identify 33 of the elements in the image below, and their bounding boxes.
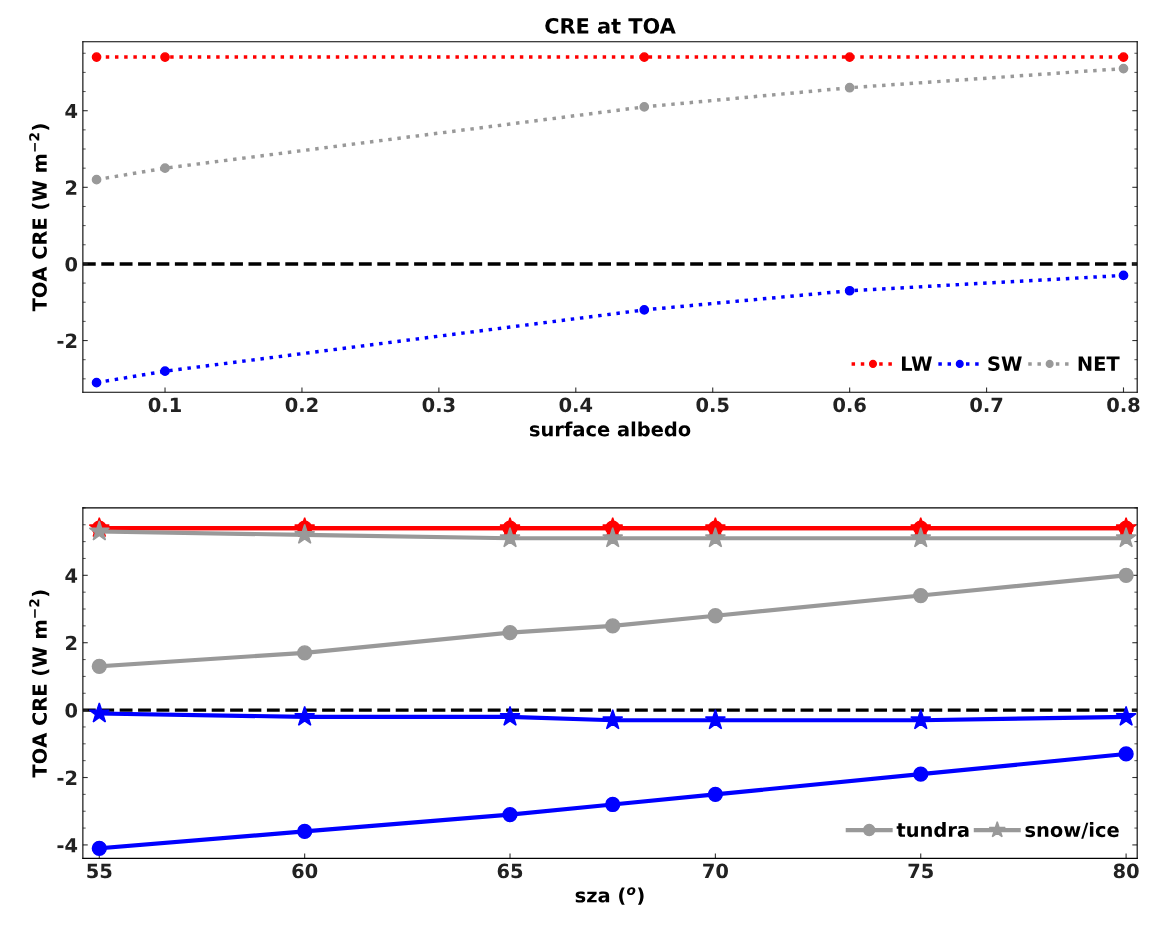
chart-title: CRE at TOA (545, 17, 676, 34)
x-tick-label: 0.8 (1107, 397, 1140, 413)
x-tick-label: 0.4 (559, 397, 593, 413)
legend-label: SW (988, 356, 1022, 371)
y-tick-label: 2 (66, 180, 77, 195)
legend-label: snow/ice (1025, 822, 1119, 839)
legend-label: LW (901, 356, 932, 371)
y-tick-label: 4 (65, 103, 78, 119)
legend-label: NET (1078, 356, 1120, 371)
x-tick-label: 65 (497, 863, 523, 879)
x-tick-label: 0.3 (422, 397, 455, 413)
y-tick-label: -4 (57, 838, 78, 853)
y-axis-title: TOA CRE (W m$^{−2}$) (29, 124, 50, 312)
x-tick-label: 0.7 (970, 397, 1003, 413)
y-axis-title: TOA CRE (W m$^{−2}$) (29, 590, 50, 778)
x-tick-label: 0.2 (285, 397, 318, 413)
x-tick-label: 0.5 (696, 397, 729, 413)
y-tick-label: 2 (66, 635, 77, 651)
y-tick-label: 4 (65, 568, 78, 583)
x-axis-title: surface albedo (529, 421, 691, 437)
x-tick-label: 70 (703, 863, 728, 879)
y-tick-label: -2 (57, 333, 77, 348)
y-tick-label: 0 (65, 256, 78, 272)
x-tick-label: 0.6 (833, 397, 866, 413)
x-tick-label: 0.1 (148, 397, 181, 413)
x-axis-title: sza ($^{o}$) (575, 887, 644, 905)
y-tick-label: -2 (57, 770, 77, 785)
x-tick-label: 55 (87, 863, 112, 879)
y-tick-label: 0 (65, 703, 78, 718)
x-tick-label: 75 (908, 863, 933, 879)
legend-label: tundra (896, 822, 969, 838)
x-tick-label: 80 (1113, 863, 1139, 879)
x-tick-label: 60 (292, 863, 318, 879)
